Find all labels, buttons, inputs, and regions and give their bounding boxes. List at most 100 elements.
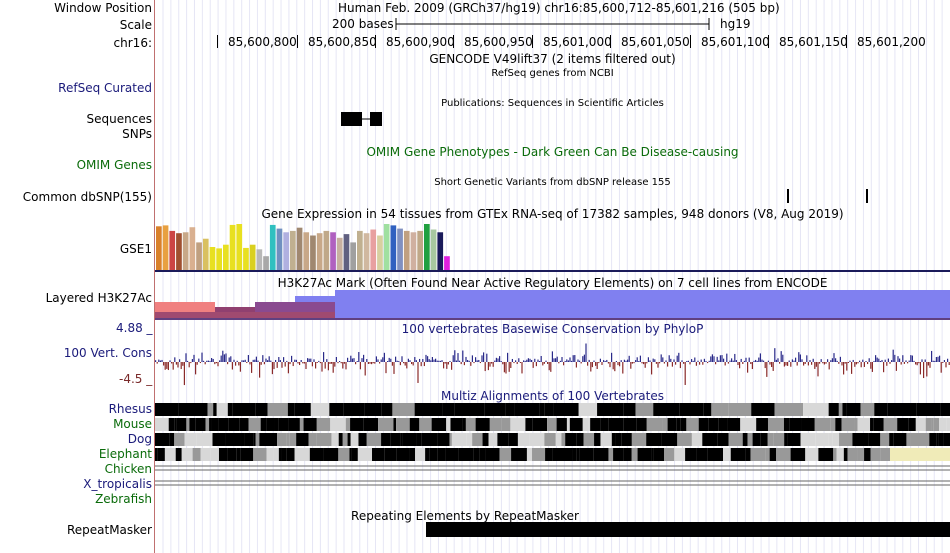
h3k27ac-signal[interactable] [155,290,950,322]
repeat-title[interactable]: Repeating Elements by RepeatMasker [351,509,579,523]
alignment-block [728,433,743,446]
phylop-bar [846,362,848,371]
phylop-bar [491,362,493,364]
omim-title[interactable]: OMIM Gene Phenotypes - Dark Green Can Be… [366,145,739,159]
phylop-bar [551,351,553,362]
alignment-block [544,433,556,446]
gencode-title[interactable]: GENCODE V49lift37 (2 items filtered out) [429,52,676,66]
phylop-bar [364,362,366,376]
phylop-bar [375,356,377,362]
alignment-block [517,433,530,446]
phylop-bar [646,362,648,364]
phylop-bar [620,360,622,362]
multiz-alignments[interactable] [155,402,950,492]
phylop-bar [771,362,773,368]
gtex-bar [216,248,222,270]
phylop-label[interactable]: 100 Vert. Cons [63,346,152,360]
phylop-bar [806,355,808,362]
species-elephant[interactable]: Elephant [98,447,152,461]
alignment-block [211,418,219,431]
alignment-block [841,418,855,431]
alignment-block [727,418,741,431]
alignment-block [227,403,233,416]
refseq-label[interactable]: RefSeq Curated [58,81,152,95]
phylop-bar [169,360,171,362]
phylop-bar [705,360,707,362]
ruler-tick [846,35,847,48]
gtex-label[interactable]: GSE1 [119,242,152,256]
phylop-bar [334,362,336,367]
alignment-block [287,403,295,416]
phylop-signal[interactable] [155,338,950,386]
phylop-bar [171,362,173,364]
alignment-block [545,448,553,461]
repeat-label[interactable]: RepeatMasker [66,523,152,537]
alignment-block [378,418,394,431]
phylop-bar [611,352,613,362]
phylop-bar [475,357,477,362]
alignment-block [409,448,416,461]
h3k27ac-title[interactable]: H3K27Ac Mark (Often Found Near Active Re… [277,276,828,290]
species-rhesus[interactable]: Rhesus [108,402,152,416]
alignment-block [936,433,939,446]
phylop-bar [708,360,710,362]
alignment-block [155,448,158,461]
repeat-element[interactable] [155,521,950,539]
phylop-bar [225,353,227,362]
gtex-bars[interactable] [155,222,950,272]
omim-label[interactable]: OMIM Genes [76,158,152,172]
phylop-bar [595,362,597,366]
h3k27ac-label[interactable]: Layered H3K27Ac [45,291,152,305]
alignment-block [556,418,567,431]
phylop-bar [497,358,499,362]
species-zebrafish[interactable]: Zebrafish [95,492,152,506]
multiz-title[interactable]: Multiz Alignments of 100 Vertebrates [440,389,665,403]
alignment-block [255,433,260,446]
alignment-block [769,448,777,461]
alignment-block [836,448,844,461]
alignment-block [931,418,934,431]
alignment-block [685,448,697,461]
alignment-block [189,418,196,431]
sequence-feature[interactable] [340,111,385,127]
phylop-bar [695,362,697,366]
gtex-title[interactable]: Gene Expression in 54 tissues from GTEx … [261,207,844,221]
snps-label[interactable]: SNPs [122,127,152,141]
species-x-tropicalis[interactable]: X_tropicalis [83,477,152,491]
alignment-block [745,448,751,461]
species-dog[interactable]: Dog [127,432,152,446]
phylop-bar [622,362,624,374]
phylop-bar [249,362,251,365]
phylop-bar [897,356,899,362]
dbsnp-label[interactable]: Common dbSNP(155) [22,190,152,204]
phylop-bar [675,362,677,365]
alignment-block [260,418,267,431]
phylop-bar [615,360,617,362]
phylop-bar [503,362,505,373]
phylop-bar [537,359,539,362]
phylop-bar [732,360,734,362]
dbsnp-variants[interactable] [155,188,950,204]
phylop-bar [223,354,225,362]
refseq-title[interactable]: RefSeq genes from NCBI [491,68,614,79]
phylop-bar [779,362,781,364]
phylop-bar [767,360,769,362]
phylop-bar [441,360,443,362]
sequences-label[interactable]: Sequences [86,112,152,126]
phylop-bar [831,358,833,362]
phylop-bar [550,362,552,372]
gtex-bar [196,242,202,270]
phylop-bar [574,355,576,362]
alignment-block [773,433,785,446]
alignment-block [169,433,175,446]
alignment-block [925,418,932,431]
phylop-bar [807,362,809,366]
phylop-bar [710,356,712,362]
publications-title[interactable]: Publications: Sequences in Scientific Ar… [441,98,664,109]
phylop-bar [404,362,406,366]
species-chicken[interactable]: Chicken [104,462,152,476]
alignment-block [338,448,350,461]
species-mouse[interactable]: Mouse [113,417,152,431]
phylop-title[interactable]: 100 vertebrates Basewise Conservation by… [401,322,704,336]
dbsnp-title[interactable]: Short Genetic Variants from dbSNP releas… [434,177,671,188]
